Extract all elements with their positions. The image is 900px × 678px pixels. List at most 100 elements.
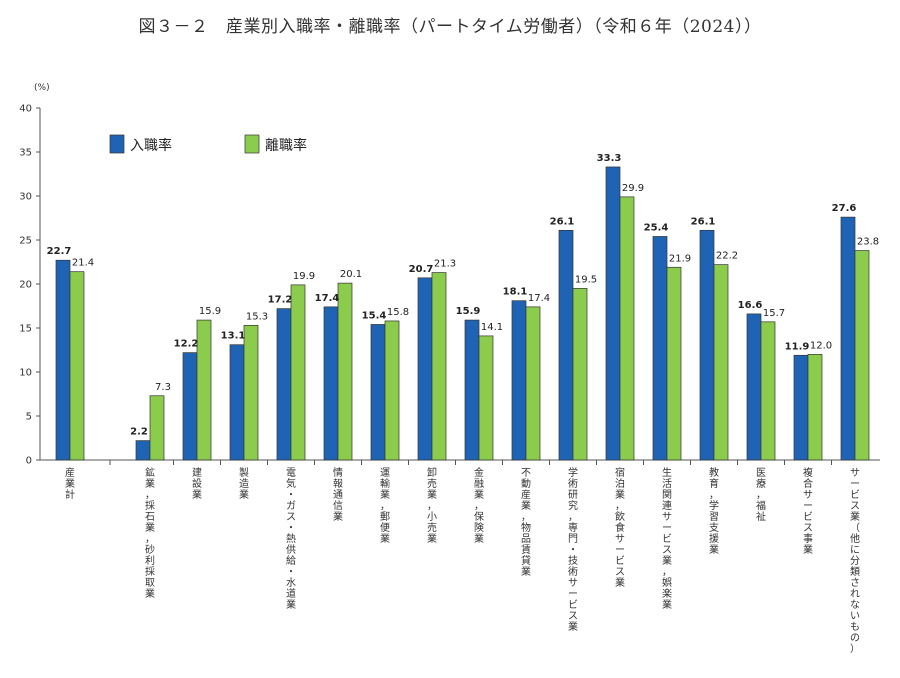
value-label-entry: 17.2 [268, 295, 293, 306]
y-tick-label: 30 [19, 192, 32, 203]
bar-entry-rate [464, 319, 480, 461]
bar-exit-rate [572, 288, 588, 461]
bar-entry-rate [276, 308, 292, 461]
chart-title: 図３－２ 産業別入職率・離職率（パートタイム労働者）（令和６年（2024）） [138, 17, 762, 37]
bar-entry-rate [511, 300, 527, 461]
bar-exit-rate [149, 395, 165, 461]
y-tick-label: 25 [19, 236, 32, 247]
bar-exit-rate [243, 325, 259, 461]
value-label-exit: 15.7 [763, 308, 785, 319]
bar-exit-rate [384, 320, 400, 461]
category-label: 電気・ガス・熱供給・水道業 [286, 467, 296, 611]
value-label-exit: 19.5 [575, 274, 597, 285]
y-tick-label: 5 [26, 412, 32, 423]
y-tick-label: 35 [19, 148, 32, 159]
category-label: 製造業 [239, 466, 249, 501]
legend-exit-label: 離職率 [265, 137, 307, 154]
category-label: 卸売業，小売業 [427, 466, 437, 545]
bar-exit-rate [196, 319, 212, 461]
bar-entry-rate [699, 229, 715, 461]
value-label-exit: 15.3 [246, 311, 268, 322]
y-tick-label: 10 [19, 368, 32, 379]
category-label: 建設業 [192, 466, 202, 501]
bar-exit-rate [807, 354, 823, 461]
axes: 0 5 10 15 20 25 30 35 40 (%) [19, 83, 880, 467]
category-label: 情報通信業 [333, 466, 343, 523]
value-label-exit: 29.9 [622, 183, 644, 194]
bar-exit-rate [854, 250, 870, 461]
value-label-exit: 21.9 [669, 253, 691, 264]
value-label-entry: 16.6 [738, 300, 763, 311]
category-label: 鉱業，採石業，砂利採取業 [145, 466, 155, 600]
value-label-exit: 15.8 [387, 307, 409, 318]
bar-entry-rate [323, 306, 339, 461]
bar-exit-rate [713, 264, 729, 461]
legend-entry-swatch [109, 134, 125, 154]
y-tick-label: 40 [19, 104, 32, 115]
value-label-entry: 13.1 [221, 331, 246, 342]
category-label: 学術研究，専門・技術サービス業 [568, 466, 578, 633]
value-label-entry: 26.1 [550, 216, 575, 227]
bar-entry-rate [840, 216, 856, 461]
value-label-exit: 17.4 [528, 293, 550, 304]
bar-entry-rate [229, 344, 245, 461]
bar-entry-rate [135, 440, 151, 461]
category-label: 運輸業，郵便業 [380, 467, 390, 545]
category-label: 医療，福祉 [756, 467, 766, 523]
value-label-entry: 25.4 [644, 222, 669, 233]
y-axis-unit: (%) [34, 83, 50, 93]
value-label-exit: 21.4 [72, 258, 94, 269]
legend: 入職率 離職率 [109, 134, 307, 154]
value-label-entry: 15.4 [362, 310, 387, 321]
bar-entry-rate [182, 352, 198, 461]
category-label: サービス業（他に分類されないもの） [850, 467, 860, 655]
legend-exit-swatch [244, 134, 260, 154]
value-label-exit: 14.1 [481, 322, 503, 333]
bar-entry-rate [746, 313, 762, 461]
value-label-entry: 11.9 [785, 341, 810, 352]
category-label: 不動産業，物品賃貸業 [521, 468, 531, 578]
bar-entry-rate [370, 324, 386, 461]
bar-entry-rate [605, 166, 621, 461]
bar-exit-rate [431, 272, 447, 461]
value-labels: 22.7 2.2 12.2 13.1 17.2 17.4 15.4 20.7 15.9 18.1 2… [47, 153, 879, 438]
bar-entry-rate [417, 277, 433, 461]
value-label-exit: 7.3 [155, 382, 171, 393]
value-label-exit: 22.2 [716, 251, 738, 262]
y-tick-label: 15 [19, 324, 32, 335]
category-label: 金融業，保険業 [474, 466, 484, 545]
bar-exit-rate [290, 284, 306, 461]
bars [55, 166, 870, 461]
category-label: 宿泊業，飲食サービス業 [615, 466, 625, 589]
bar-exit-rate [337, 282, 353, 461]
value-label-exit: 20.1 [340, 269, 362, 280]
value-label-entry: 17.4 [315, 293, 340, 304]
category-label: 教育，学習支援業 [709, 466, 719, 556]
value-label-exit: 12.0 [810, 340, 832, 351]
category-label: 生活関連サービス業，娯楽業 [662, 466, 672, 611]
value-label-entry: 20.7 [409, 264, 434, 275]
value-label-entry: 27.6 [832, 203, 857, 214]
category-labels: 産業計 鉱業，採石業，砂利採取業 建設業 製造業 電気・ガス・熱供給・水道業 情報通信業 運… [65, 466, 860, 655]
value-label-entry: 22.7 [47, 246, 72, 257]
value-label-entry: 26.1 [691, 216, 716, 227]
bar-exit-rate [525, 306, 541, 461]
value-label-entry: 2.2 [130, 427, 148, 438]
bar-entry-rate [558, 229, 574, 461]
bar-exit-rate [619, 196, 635, 461]
bar-exit-rate [760, 321, 776, 461]
value-label-entry: 12.2 [174, 339, 199, 350]
y-tick-label: 0 [26, 456, 32, 467]
category-label: 複合サービス事業 [803, 466, 813, 556]
bar-exit-rate [666, 266, 682, 461]
value-label-exit: 15.9 [199, 306, 221, 317]
bar-exit-rate [69, 271, 85, 461]
legend-entry-label: 入職率 [130, 137, 172, 154]
bar-entry-rate [652, 236, 668, 461]
value-label-exit: 23.8 [857, 237, 879, 248]
value-label-exit: 21.3 [434, 259, 456, 270]
bar-entry-rate [793, 354, 809, 461]
value-label-entry: 33.3 [597, 153, 622, 164]
value-label-exit: 19.9 [293, 271, 315, 282]
